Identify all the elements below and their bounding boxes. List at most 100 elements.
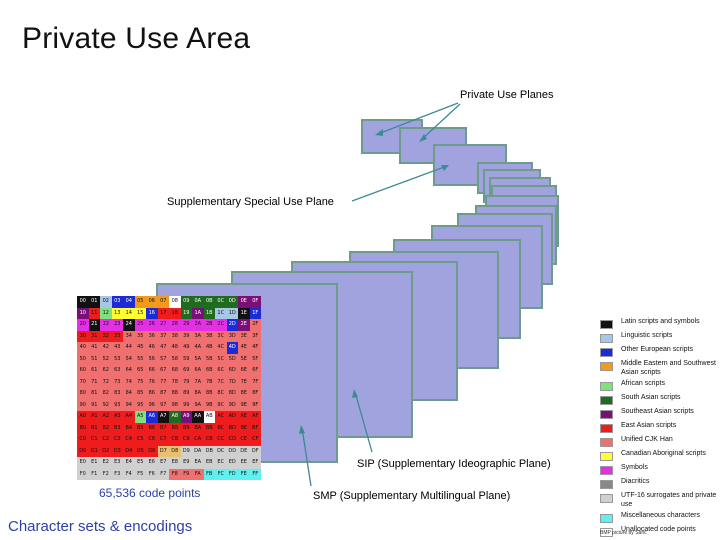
- bmp-cell: 37: [157, 330, 169, 342]
- bmp-cell: AD: [226, 411, 238, 423]
- bmp-cell: 6C: [215, 365, 227, 377]
- bmp-cell: 24: [123, 319, 135, 331]
- bmp-cell: 2E: [238, 319, 250, 331]
- bmp-cell: BD: [226, 422, 238, 434]
- bmp-cell: CE: [238, 434, 250, 446]
- bmp-cell: 4C: [215, 342, 227, 354]
- bmp-cell: AE: [238, 411, 250, 423]
- bmp-cell: DF: [249, 445, 261, 457]
- bmp-cell: DE: [238, 445, 250, 457]
- legend-label: Latin scripts and symbols: [621, 318, 700, 325]
- bmp-cell: E8: [169, 457, 181, 469]
- bmp-cell: 08: [169, 296, 181, 308]
- bmp-cell: 52: [100, 353, 112, 365]
- bmp-cell: C3: [111, 434, 123, 446]
- bmp-cell: 76: [146, 376, 158, 388]
- bmp-cell: EB: [203, 457, 215, 469]
- legend-item: Latin scripts and symbols: [600, 318, 718, 329]
- bmp-cell: E2: [100, 457, 112, 469]
- bmp-cell: FA: [192, 468, 204, 480]
- bmp-cell: 3A: [192, 330, 204, 342]
- bmp-cell: E6: [146, 457, 158, 469]
- bmp-cell: AA: [192, 411, 204, 423]
- bmp-cell: AF: [249, 411, 261, 423]
- bmp-cell: B8: [169, 422, 181, 434]
- bmp-cell: AB: [203, 411, 215, 423]
- legend-swatch: [600, 438, 613, 447]
- bmp-cell: 4D: [226, 342, 238, 354]
- arrowhead-smp: [299, 425, 305, 434]
- legend-item: UTF-16 surrogates and private use: [600, 492, 718, 509]
- arrowhead-pup-2: [419, 134, 427, 142]
- bmp-cell: 5C: [215, 353, 227, 365]
- bmp-cell: 98: [169, 399, 181, 411]
- bmp-cell: C6: [146, 434, 158, 446]
- legend-swatch: [600, 514, 613, 523]
- legend-label: Miscellaneous characters: [621, 512, 700, 519]
- bmp-cell: 0F: [249, 296, 261, 308]
- bmp-cell: 6E: [238, 365, 250, 377]
- bmp-cell: A2: [100, 411, 112, 423]
- bmp-cell: 39: [180, 330, 192, 342]
- bmp-cell: 02: [100, 296, 112, 308]
- bmp-cell: F5: [134, 468, 146, 480]
- bmp-cell: F2: [100, 468, 112, 480]
- legend-item: Southeast Asian scripts: [600, 408, 718, 419]
- legend-swatch: [600, 528, 613, 537]
- bmp-cell: 32: [100, 330, 112, 342]
- bmp-cell: C4: [123, 434, 135, 446]
- bmp-cell: 2A: [192, 319, 204, 331]
- legend-swatch: [600, 320, 613, 329]
- legend-label: African scripts: [621, 380, 665, 387]
- bmp-cell: B6: [146, 422, 158, 434]
- bmp-cell: 9C: [215, 399, 227, 411]
- bmp-cell: 5E: [238, 353, 250, 365]
- bmp-cell: 27: [157, 319, 169, 331]
- bmp-cell: 92: [100, 399, 112, 411]
- bmp-cell: 8D: [226, 388, 238, 400]
- bmp-cell: 97: [157, 399, 169, 411]
- bmp-cell: 58: [169, 353, 181, 365]
- bmp-cell: 7E: [238, 376, 250, 388]
- legend-item: Middle Eastern and Southwest Asian scrip…: [600, 360, 718, 377]
- bmp-cell: 9E: [238, 399, 250, 411]
- bmp-cell: 51: [88, 353, 100, 365]
- bmp-cell: 64: [123, 365, 135, 377]
- bmp-cell: 5F: [249, 353, 261, 365]
- bmp-cell: 13: [111, 307, 123, 319]
- legend-swatch: [600, 424, 613, 433]
- ssp-label: Supplementary Special Use Plane: [167, 196, 334, 208]
- bmp-cell: 8A: [192, 388, 204, 400]
- bmp-cell: 59: [180, 353, 192, 365]
- bmp-cell: 35: [134, 330, 146, 342]
- bmp-cell: 15: [134, 307, 146, 319]
- bmp-grid: 00 01 02 03 04 05 06 07 08 09 0A 0B 0C 0D 0E 0F 10 11 12 13…: [77, 296, 261, 480]
- sip-label: SIP (Supplementary Ideographic Plane): [357, 458, 551, 470]
- bmp-cell: 56: [146, 353, 158, 365]
- legend-label: Other European scripts: [621, 346, 693, 353]
- bmp-cell: 45: [134, 342, 146, 354]
- picture-credit: BMP picture by Saric: [600, 530, 647, 536]
- footer-title: Character sets & encodings: [8, 518, 193, 535]
- bmp-cell: D4: [123, 445, 135, 457]
- bmp-cell: E4: [123, 457, 135, 469]
- bmp-cell: C0: [77, 434, 89, 446]
- bmp-cell: 12: [100, 307, 112, 319]
- bmp-cell: F1: [88, 468, 100, 480]
- arrowhead-sip: [352, 389, 358, 398]
- bmp-cell: E1: [88, 457, 100, 469]
- bmp-cell: A0: [77, 411, 89, 423]
- bmp-cell: 9F: [249, 399, 261, 411]
- legend-label: Unified CJK Han: [621, 436, 673, 443]
- legend-item: Symbols: [600, 464, 718, 475]
- bmp-cell: 93: [111, 399, 123, 411]
- slide-title: Private Use Area: [22, 22, 251, 55]
- bmp-cell: 84: [123, 388, 135, 400]
- legend-label: Canadian Aboriginal scripts: [621, 450, 706, 457]
- bmp-cell: 29: [180, 319, 192, 331]
- bmp-cell: 1F: [249, 307, 261, 319]
- bmp-cell: BA: [192, 422, 204, 434]
- bmp-cell: CA: [192, 434, 204, 446]
- bmp-cell: F9: [180, 468, 192, 480]
- bmp-cell: C2: [100, 434, 112, 446]
